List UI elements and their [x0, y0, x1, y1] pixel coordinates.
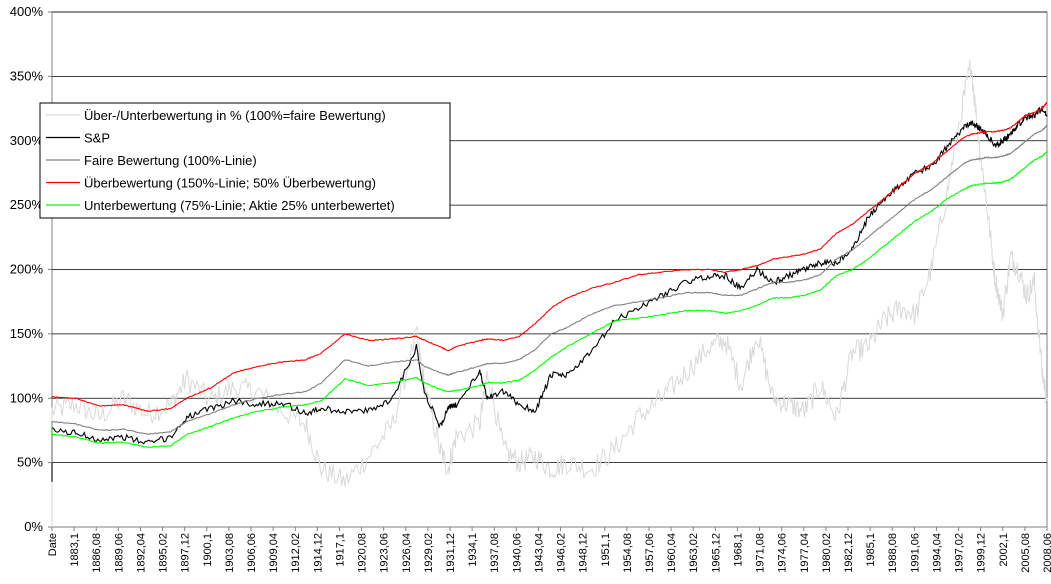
x-tick-label: 1914,12 — [312, 533, 324, 573]
x-tick-label: 1917,1 — [334, 533, 346, 567]
x-tick-label: 1892,04 — [135, 533, 147, 573]
legend-label: Über-/Unterbewertung in % (100%=faire Be… — [84, 108, 386, 123]
x-tick-label: 1957,06 — [644, 533, 656, 573]
x-tick-label: 1988,08 — [887, 533, 899, 573]
y-tick-label: 0% — [24, 519, 43, 534]
x-tick-label: 1920,08 — [357, 533, 369, 573]
x-tick-label: 1985,1 — [865, 533, 877, 567]
x-tick-label: Date — [47, 533, 59, 556]
x-tick-label: 1897,12 — [180, 533, 192, 573]
y-tick-label: 200% — [10, 262, 44, 277]
x-tick-label: 1926,04 — [401, 533, 413, 573]
y-tick-label: 350% — [10, 68, 44, 83]
x-tick-label: 1889,06 — [113, 533, 125, 573]
x-tick-label: 1912,02 — [290, 533, 302, 573]
x-tick-label: 1994,04 — [931, 533, 943, 573]
series-line-3 — [51, 101, 1048, 412]
legend-label: Überbewertung (150%-Linie; 50% Überbewer… — [84, 176, 376, 191]
x-tick-label: 1951,1 — [600, 533, 612, 567]
y-tick-label: 400% — [10, 4, 44, 19]
x-axis-ticks: Date 1883,1 1886,08 1889,06 1892,04 1895,02 18… — [47, 527, 1051, 573]
x-tick-label: 1940,06 — [511, 533, 523, 573]
series-line-1 — [51, 105, 1048, 482]
x-tick-label: 2008,06 — [1042, 533, 1051, 573]
x-tick-label: 1960,04 — [666, 533, 678, 573]
x-tick-label: 1931,12 — [445, 533, 457, 573]
x-tick-label: 1929,02 — [423, 533, 435, 573]
legend-label: Unterbewertung (75%-Linie; Aktie 25% unt… — [84, 198, 395, 213]
series-line-2 — [51, 124, 1048, 463]
legend-label: S&P — [84, 131, 110, 146]
series-line-4 — [51, 150, 1048, 448]
legend-box — [39, 102, 451, 219]
x-tick-label: 1909,04 — [268, 533, 280, 573]
x-tick-label: 1943,04 — [533, 533, 545, 573]
x-tick-label: 1934,1 — [467, 533, 479, 567]
x-tick-label: 1982,12 — [843, 533, 855, 573]
series-lines — [51, 59, 1048, 527]
x-tick-label: 1903,08 — [224, 533, 236, 573]
x-tick-label: 1968,1 — [732, 533, 744, 567]
y-tick-label: 250% — [10, 197, 44, 212]
y-axis-ticks: 0% 50% 100% 150% 200% 250% 300% 350% 400% — [10, 4, 52, 534]
x-tick-label: 2002,1 — [998, 533, 1010, 567]
x-tick-label: 1999,12 — [976, 533, 988, 573]
legend: Über-/Unterbewertung in % (100%=faire Be… — [39, 102, 451, 219]
x-tick-label: 1980,02 — [821, 533, 833, 573]
x-tick-label: 1991,06 — [909, 533, 921, 573]
x-tick-label: 1923,06 — [379, 533, 391, 573]
x-tick-label: 1906,06 — [246, 533, 258, 573]
x-tick-label: 1948,12 — [578, 533, 590, 573]
x-tick-label: 1883,1 — [69, 533, 81, 567]
x-tick-label: 1954,08 — [622, 533, 634, 573]
x-tick-label: 1977,04 — [799, 533, 811, 573]
x-tick-label: 1900,1 — [202, 533, 214, 567]
x-tick-label: 1937,08 — [489, 533, 501, 573]
legend-label: Faire Bewertung (100%-Linie) — [84, 153, 257, 168]
x-tick-label: 1997,02 — [954, 533, 966, 573]
x-tick-label: 1895,02 — [158, 533, 170, 573]
x-tick-label: 1974,06 — [777, 533, 789, 573]
x-tick-label: 1963,02 — [688, 533, 700, 573]
x-tick-label: 2005,08 — [1020, 533, 1032, 573]
y-tick-label: 300% — [10, 133, 44, 148]
y-tick-label: 50% — [17, 455, 43, 470]
x-tick-label: 1971,08 — [755, 533, 767, 573]
x-tick-label: 1965,12 — [710, 533, 722, 573]
x-tick-label: 1886,08 — [91, 533, 103, 573]
y-tick-label: 150% — [10, 326, 44, 341]
x-tick-label: 1946,02 — [556, 533, 568, 573]
y-tick-label: 100% — [10, 390, 44, 405]
